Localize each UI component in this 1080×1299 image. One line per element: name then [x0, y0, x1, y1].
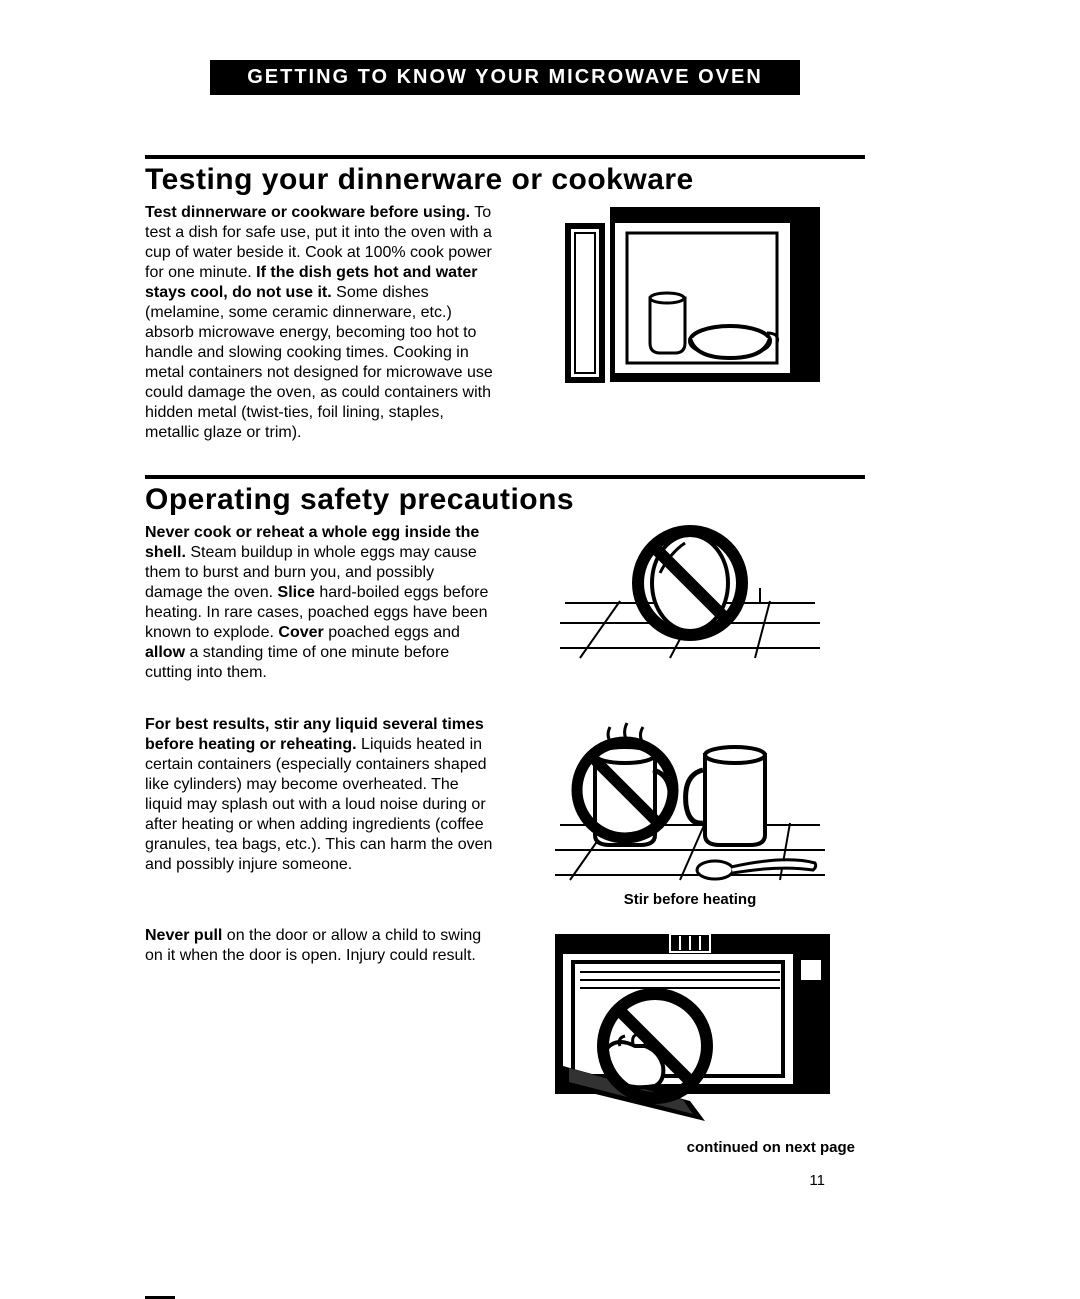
bold-text: Test dinnerware or cookware before using… [145, 204, 470, 221]
bold-text: Cover [278, 624, 323, 641]
heading-testing: Testing your dinnerware or cookware [145, 163, 865, 197]
stir-liquid-figure [555, 715, 825, 885]
paragraph: Never pull on the door or allow a child … [145, 926, 495, 966]
text-column: Never cook or reheat a whole egg inside … [145, 523, 495, 697]
paragraph: For best results, stir any liquid severa… [145, 715, 495, 875]
heading-safety: Operating safety precautions [145, 483, 865, 517]
section-liquids: For best results, stir any liquid severa… [145, 715, 865, 908]
text-column: Never pull on the door or allow a child … [145, 926, 495, 1121]
figure-caption: Stir before heating [624, 891, 757, 908]
bold-text: Slice [278, 584, 315, 601]
rule [145, 475, 865, 479]
figure-column [515, 203, 865, 457]
figure-column [515, 926, 865, 1121]
bold-text: allow [145, 644, 185, 661]
section-door: Never pull on the door or allow a child … [145, 926, 865, 1121]
body-text: Some dishes (melamine, some ceramic dinn… [145, 284, 493, 441]
figure-column: Stir before heating [515, 715, 865, 908]
no-door-pull-figure [545, 926, 835, 1121]
text-column: For best results, stir any liquid severa… [145, 715, 495, 908]
page-number: 11 [145, 1172, 865, 1189]
continued-text: continued on next page [145, 1139, 865, 1156]
section-banner: GETTING TO KNOW YOUR MICROWAVE OVEN [210, 60, 800, 95]
text-column: Test dinnerware or cookware before using… [145, 203, 495, 457]
no-egg-figure [560, 523, 820, 663]
body-text: poached eggs and [324, 624, 460, 641]
section-testing: Test dinnerware or cookware before using… [145, 203, 865, 457]
paragraph: Test dinnerware or cookware before using… [145, 203, 495, 443]
microwave-test-figure [555, 203, 825, 388]
body-text: a standing time of one minute before cut… [145, 644, 449, 681]
section-eggs: Never cook or reheat a whole egg inside … [145, 523, 865, 697]
figure-column [515, 523, 865, 697]
paragraph: Never cook or reheat a whole egg inside … [145, 523, 495, 683]
rule [145, 155, 865, 159]
body-text: Liquids heated in certain containers (es… [145, 736, 492, 873]
bold-text: Never pull [145, 927, 222, 944]
